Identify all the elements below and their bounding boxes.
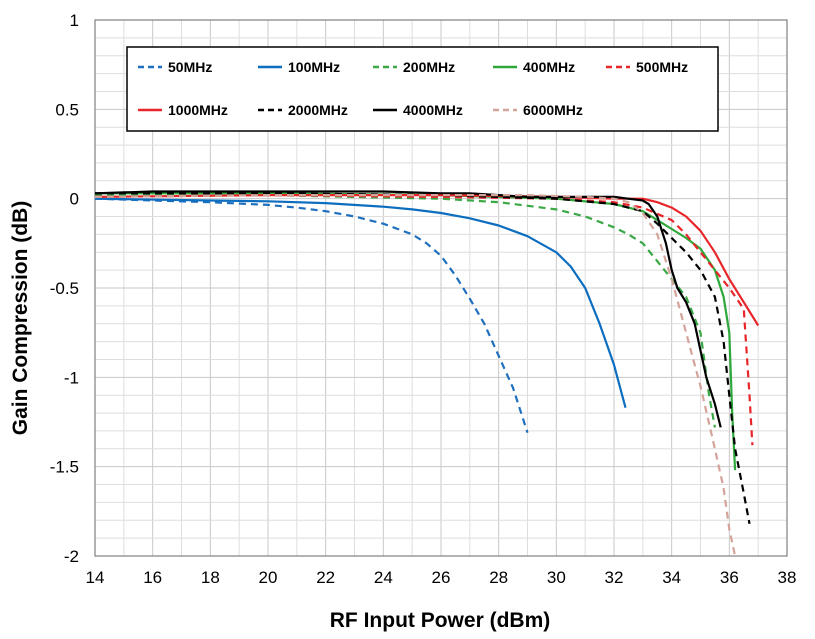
x-tick-label: 28 bbox=[489, 568, 508, 587]
legend-label-500mhz: 500MHz bbox=[636, 59, 688, 75]
plot-frame bbox=[94, 19, 788, 557]
series-line-100mhz bbox=[94, 197, 627, 408]
series-line-200mhz bbox=[95, 194, 716, 428]
x-tick-label: 22 bbox=[316, 568, 335, 587]
x-tick-label: 36 bbox=[720, 568, 739, 587]
legend-label-50mhz: 50MHz bbox=[168, 59, 212, 75]
y-tick-label: -2 bbox=[64, 547, 79, 566]
y-tick-label: 0 bbox=[70, 190, 79, 209]
legend-label-200mhz: 200MHz bbox=[403, 59, 455, 75]
legend-label-2000mhz: 2000MHz bbox=[288, 102, 348, 118]
series-line-500mhz bbox=[94, 194, 754, 446]
y-tick-label: -1.5 bbox=[50, 458, 79, 477]
x-axis-title: RF Input Power (dBm) bbox=[330, 609, 550, 632]
y-tick-label: -0.5 bbox=[50, 279, 79, 298]
legend: 50MHz 100MHz 200MHz 400MHz 500MHz 1000MHz 2000… bbox=[126, 46, 719, 132]
x-tick-label: 34 bbox=[662, 568, 681, 587]
y-tick-label: 1 bbox=[70, 11, 79, 30]
legend-label-4000mhz: 4000MHz bbox=[403, 102, 463, 118]
legend-label-1000mhz: 1000MHz bbox=[168, 102, 228, 118]
x-axis-ticks: 14 16 18 20 22 24 26 28 30 32 34 36 38 bbox=[86, 568, 797, 587]
legend-label-400mhz: 400MHz bbox=[523, 59, 575, 75]
series-line-50mhz bbox=[94, 197, 529, 434]
x-tick-label: 38 bbox=[778, 568, 797, 587]
x-tick-label: 26 bbox=[432, 568, 451, 587]
x-tick-label: 20 bbox=[259, 568, 278, 587]
x-tick-label: 30 bbox=[547, 568, 566, 587]
plot-border bbox=[94, 19, 788, 557]
y-tick-label: -1 bbox=[64, 368, 79, 387]
series-line-6000mhz bbox=[94, 194, 737, 557]
x-tick-label: 24 bbox=[374, 568, 393, 587]
series-layer bbox=[94, 190, 760, 557]
series-line-4000mhz bbox=[94, 190, 722, 428]
x-tick-label: 14 bbox=[86, 568, 105, 587]
legend-box bbox=[126, 46, 719, 132]
y-tick-label: 0.5 bbox=[55, 100, 79, 119]
y-axis-title: Gain Compression (dB) bbox=[9, 201, 32, 436]
legend-label-100mhz: 100MHz bbox=[288, 59, 340, 75]
x-tick-label: 32 bbox=[605, 568, 624, 587]
legend-label-6000mhz: 6000MHz bbox=[523, 102, 583, 118]
x-tick-label: 16 bbox=[143, 568, 162, 587]
y-axis-ticks: 1 0.5 0 -0.5 -1 -1.5 -2 bbox=[50, 11, 79, 566]
x-tick-label: 18 bbox=[201, 568, 220, 587]
